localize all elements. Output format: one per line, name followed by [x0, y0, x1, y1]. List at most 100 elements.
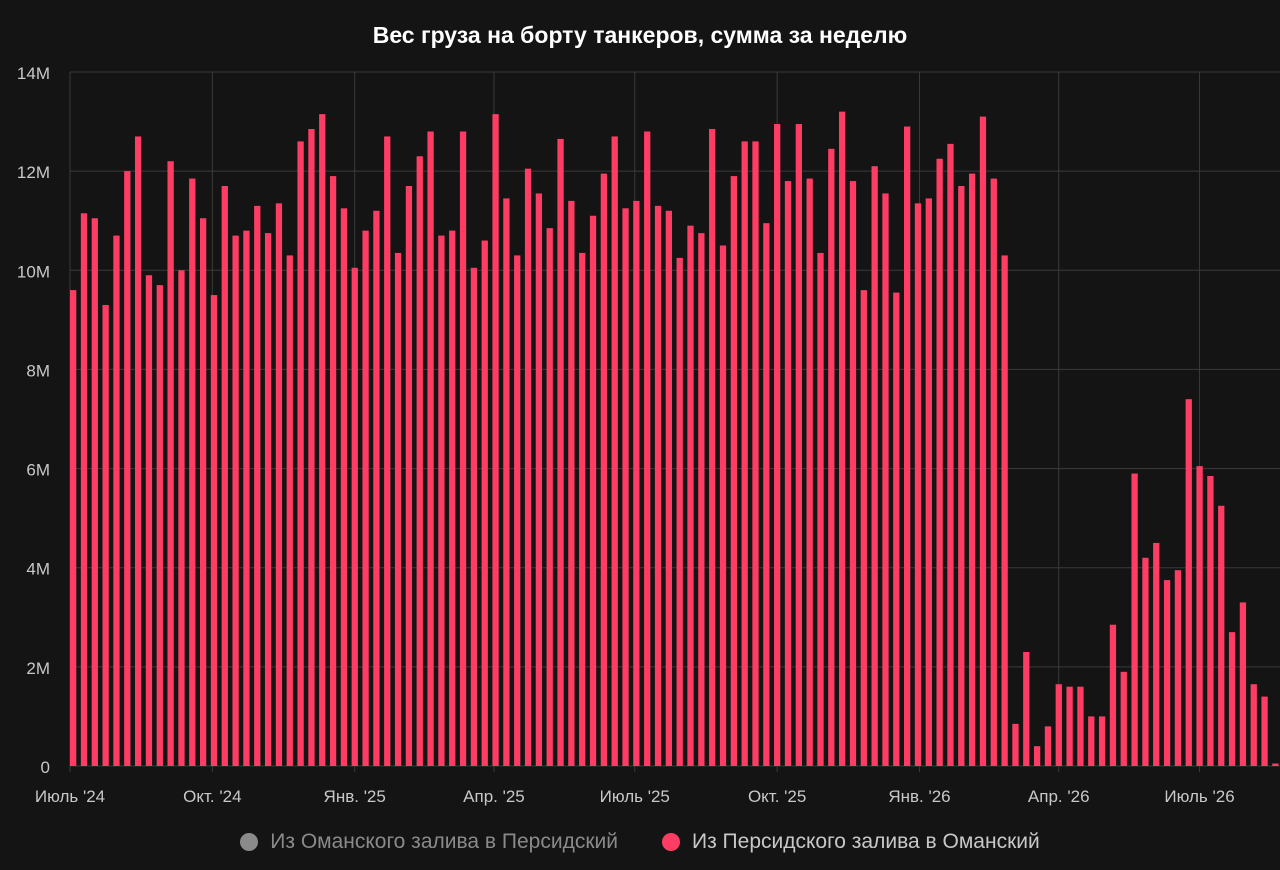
bar-week-93[interactable] [1077, 686, 1084, 766]
bar-week-8[interactable] [156, 285, 163, 766]
bar-week-76[interactable] [893, 292, 900, 766]
bar-week-4[interactable] [113, 235, 120, 767]
bar-week-27[interactable] [362, 230, 369, 767]
bar-week-62[interactable] [741, 141, 748, 766]
bar-week-44[interactable] [546, 228, 553, 766]
bar-week-54[interactable] [654, 205, 662, 767]
bar-week-88[interactable] [1023, 651, 1030, 766]
bar-week-33[interactable] [427, 131, 434, 766]
bar-week-87[interactable] [1012, 723, 1019, 766]
bar-week-84[interactable] [979, 116, 987, 767]
bar-week-0[interactable] [70, 290, 77, 766]
bar-week-106[interactable] [1218, 505, 1225, 766]
bar-week-41[interactable] [514, 255, 521, 766]
bar-week-24[interactable] [329, 176, 337, 767]
bar-week-10[interactable] [178, 270, 185, 766]
bar-week-58[interactable] [698, 233, 705, 766]
bar-week-86[interactable] [1001, 255, 1008, 766]
bar-week-82[interactable] [958, 186, 965, 766]
bar-week-31[interactable] [405, 186, 413, 766]
bar-week-13[interactable] [210, 295, 218, 766]
bar-week-17[interactable] [254, 205, 261, 767]
bar-week-102[interactable] [1174, 570, 1182, 766]
bar-week-20[interactable] [286, 255, 293, 766]
bar-week-80[interactable] [936, 158, 943, 766]
bar-week-21[interactable] [297, 141, 304, 766]
bar-week-71[interactable] [839, 111, 846, 766]
bar-week-59[interactable] [709, 129, 716, 766]
bar-week-90[interactable] [1044, 726, 1052, 766]
bar-week-104[interactable] [1196, 466, 1203, 766]
bar-week-23[interactable] [319, 114, 326, 766]
bar-week-111[interactable] [1272, 763, 1279, 766]
bar-week-50[interactable] [611, 136, 618, 766]
bar-week-46[interactable] [568, 200, 575, 766]
bar-week-28[interactable] [373, 210, 380, 767]
bar-week-60[interactable] [719, 245, 727, 767]
bar-week-63[interactable] [752, 141, 759, 766]
bar-week-107[interactable] [1228, 632, 1236, 766]
bar-week-96[interactable] [1109, 624, 1117, 766]
bar-week-12[interactable] [199, 218, 207, 766]
bar-week-108[interactable] [1239, 602, 1247, 766]
bar-week-38[interactable] [481, 240, 488, 767]
bar-week-105[interactable] [1207, 476, 1214, 766]
bar-week-11[interactable] [189, 178, 196, 767]
bar-week-49[interactable] [600, 173, 608, 766]
bar-week-22[interactable] [308, 129, 315, 766]
legend-item-oman-to-persian[interactable]: Из Оманского залива в Персидский [240, 830, 618, 854]
bar-week-95[interactable] [1098, 716, 1106, 766]
bar-week-36[interactable] [459, 131, 467, 766]
bar-week-65[interactable] [774, 124, 781, 767]
bar-week-66[interactable] [784, 181, 792, 767]
bar-week-30[interactable] [394, 252, 402, 766]
bar-week-57[interactable] [687, 225, 694, 766]
bar-week-16[interactable] [243, 230, 250, 767]
bar-week-103[interactable] [1185, 399, 1192, 766]
bar-week-72[interactable] [849, 181, 857, 767]
bar-week-34[interactable] [438, 235, 445, 767]
bar-week-18[interactable] [264, 233, 272, 766]
bar-week-99[interactable] [1142, 557, 1149, 766]
bar-week-67[interactable] [795, 124, 802, 767]
bar-week-39[interactable] [492, 114, 499, 766]
bar-week-85[interactable] [990, 178, 997, 767]
bar-week-89[interactable] [1033, 746, 1041, 766]
bar-week-68[interactable] [806, 178, 813, 767]
bar-week-1[interactable] [80, 213, 88, 766]
bar-week-19[interactable] [275, 203, 283, 767]
bar-week-91[interactable] [1055, 684, 1062, 766]
bar-week-92[interactable] [1066, 686, 1073, 766]
bar-week-81[interactable] [947, 143, 954, 767]
bar-week-3[interactable] [102, 304, 109, 766]
bar-week-101[interactable] [1163, 580, 1171, 766]
bar-week-26[interactable] [351, 267, 358, 766]
bar-week-110[interactable] [1261, 696, 1268, 766]
bar-week-9[interactable] [167, 161, 174, 766]
bar-week-94[interactable] [1088, 716, 1095, 766]
bar-week-7[interactable] [145, 275, 153, 766]
bar-week-5[interactable] [124, 171, 131, 767]
bar-week-29[interactable] [384, 136, 391, 766]
bar-week-56[interactable] [676, 257, 683, 766]
bar-week-53[interactable] [644, 131, 651, 766]
bar-week-100[interactable] [1153, 542, 1160, 766]
bar-week-64[interactable] [763, 223, 770, 766]
bar-week-2[interactable] [91, 218, 98, 766]
bar-week-73[interactable] [860, 290, 867, 766]
bar-week-32[interactable] [416, 156, 423, 766]
bar-week-78[interactable] [914, 203, 922, 767]
bar-week-75[interactable] [882, 193, 889, 766]
bar-week-47[interactable] [579, 252, 586, 766]
legend-item-persian-to-oman[interactable]: Из Персидского залива в Оманский [662, 830, 1040, 854]
bar-week-14[interactable] [221, 186, 228, 766]
bar-week-48[interactable] [589, 215, 597, 766]
bar-week-79[interactable] [925, 198, 932, 766]
bar-week-15[interactable] [232, 235, 239, 767]
bar-week-69[interactable] [817, 252, 824, 766]
bar-week-83[interactable] [968, 173, 976, 766]
bar-week-45[interactable] [557, 138, 564, 766]
bar-week-74[interactable] [871, 166, 878, 766]
bar-week-35[interactable] [449, 230, 456, 767]
bar-week-42[interactable] [524, 168, 532, 766]
